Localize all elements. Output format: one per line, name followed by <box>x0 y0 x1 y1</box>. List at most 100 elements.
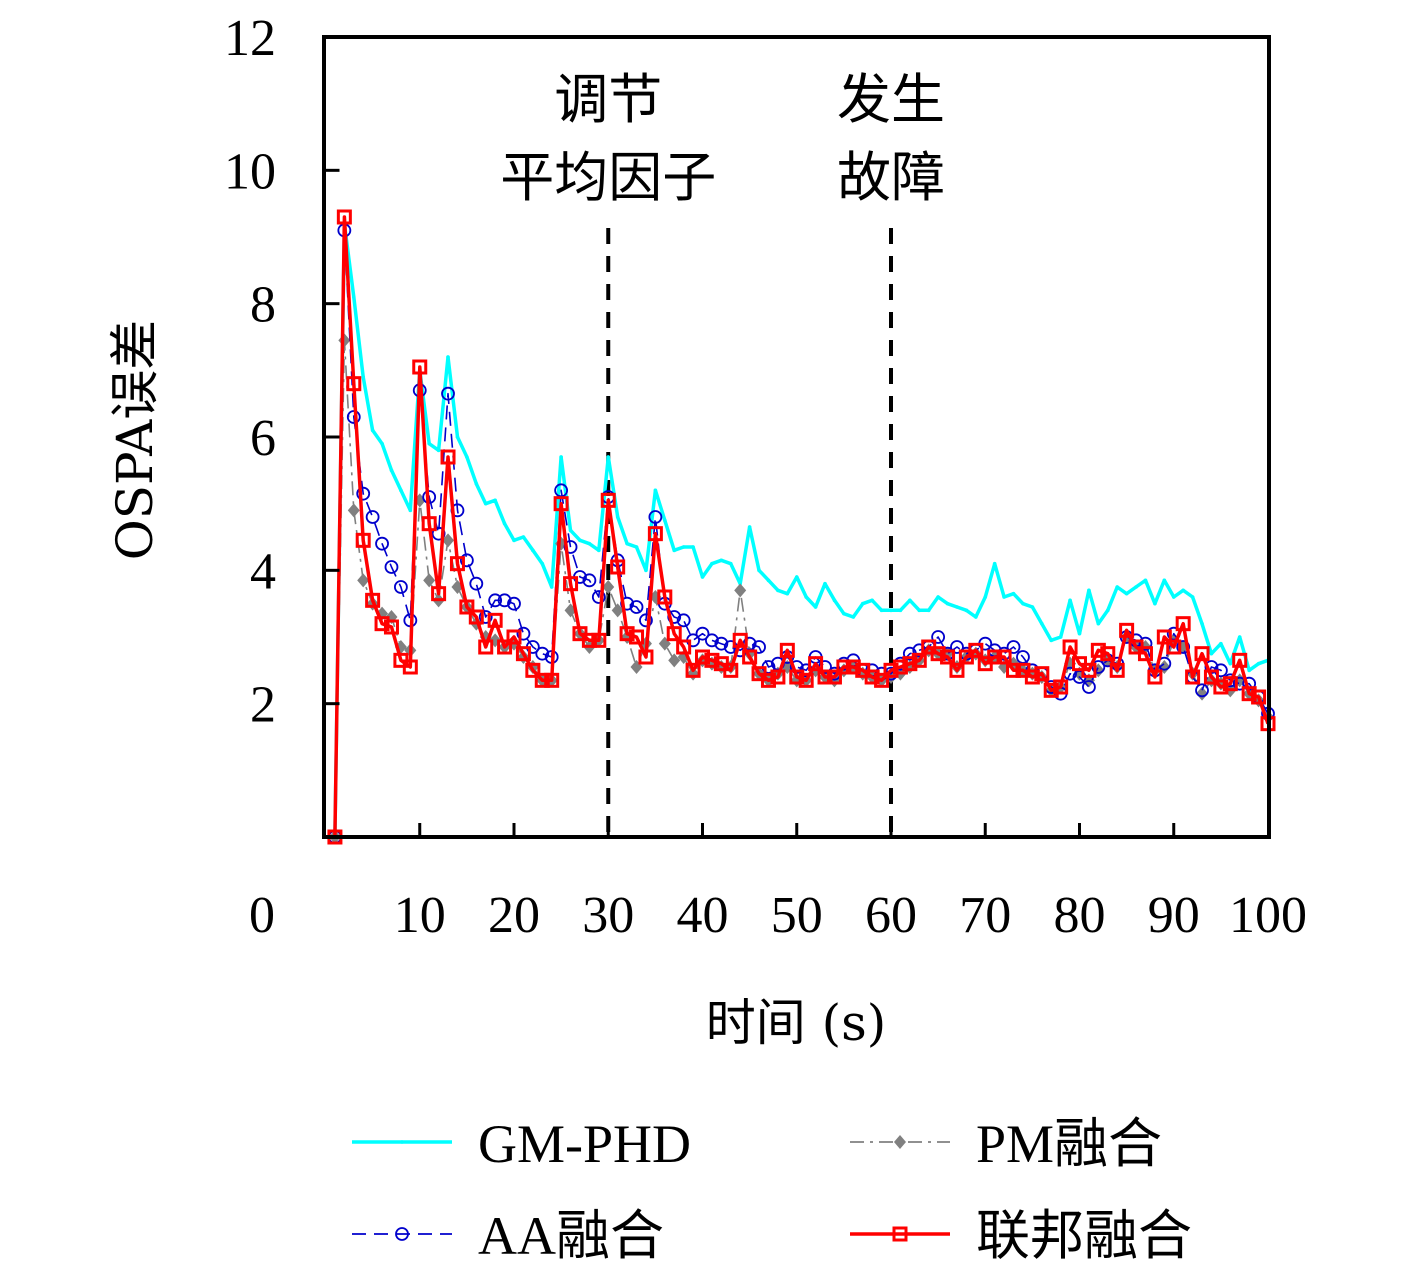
legend-marker <box>395 1227 409 1241</box>
data-point <box>949 662 965 678</box>
data-point <box>842 611 846 616</box>
data-point <box>930 646 946 662</box>
data-point <box>610 559 626 575</box>
data-point <box>638 649 654 665</box>
data-point <box>1190 595 1195 599</box>
data-point <box>619 626 635 642</box>
data-point <box>361 375 366 379</box>
legend-label: GM-PHD <box>478 1114 691 1174</box>
data-point <box>813 605 818 609</box>
data-point <box>996 649 1012 665</box>
data-point <box>723 662 739 678</box>
data-point <box>1119 622 1135 638</box>
data-point <box>540 561 545 566</box>
data-point <box>1011 591 1016 596</box>
data-point <box>668 653 681 668</box>
data-point <box>446 355 450 359</box>
annotation-text: 故障 <box>837 146 945 209</box>
series-line <box>333 215 1270 838</box>
y-tick-label: 4 <box>250 543 276 600</box>
data-point <box>356 486 371 501</box>
data-point <box>644 568 648 573</box>
x-tick-label: 90 <box>1148 887 1200 944</box>
data-point <box>512 538 516 543</box>
data-point <box>370 428 375 433</box>
data-point <box>728 561 733 566</box>
data-point <box>1162 578 1167 583</box>
data-point <box>685 662 701 678</box>
data-point <box>770 669 786 685</box>
data-point <box>1096 621 1101 626</box>
x-tick-label: 40 <box>677 887 729 944</box>
x-tick-label: 70 <box>959 887 1011 944</box>
data-point <box>507 596 521 611</box>
data-point <box>732 632 748 648</box>
data-point <box>544 672 560 688</box>
annotation-text: 平均因子 <box>500 146 716 209</box>
data-point <box>431 526 446 541</box>
data-point <box>940 649 956 665</box>
data-point <box>521 535 526 539</box>
data-point <box>785 591 790 596</box>
data-point <box>606 455 611 459</box>
data-point <box>1200 621 1204 626</box>
data-point <box>955 605 959 609</box>
data-point <box>427 441 431 446</box>
data-point <box>734 583 747 598</box>
data-point <box>365 510 380 524</box>
data-point <box>987 649 1003 665</box>
data-point <box>902 656 918 672</box>
data-point <box>506 629 522 645</box>
data-point <box>1087 588 1091 593</box>
data-point <box>676 613 691 628</box>
data-point <box>1194 646 1210 662</box>
data-point <box>747 525 752 529</box>
data-point <box>936 595 940 599</box>
data-point <box>587 541 592 546</box>
data-point <box>851 615 856 619</box>
data-point <box>931 630 946 644</box>
y-axis-label: OSPA误差 <box>106 320 164 560</box>
data-point <box>399 488 403 493</box>
data-point <box>945 601 950 606</box>
data-point <box>766 578 771 583</box>
y-tick-label: 10 <box>224 143 276 200</box>
data-point <box>346 376 362 392</box>
y-tick-label: 2 <box>250 677 276 734</box>
data-point <box>336 209 352 225</box>
data-point <box>1090 642 1106 658</box>
data-point <box>1058 635 1063 639</box>
data-point <box>719 558 724 563</box>
data-point <box>1077 631 1082 636</box>
y-tick-label: 12 <box>224 10 276 67</box>
data-point <box>804 595 808 599</box>
data-point <box>1002 595 1006 599</box>
data-point <box>1247 668 1251 673</box>
x-tick-label: 0 <box>249 887 275 944</box>
data-point <box>412 359 428 375</box>
data-point <box>497 593 512 608</box>
data-point <box>474 481 479 486</box>
data-point <box>629 600 644 614</box>
data-point <box>1006 662 1022 678</box>
data-point <box>1219 641 1223 646</box>
data-point <box>898 608 903 613</box>
data-point <box>968 642 984 658</box>
data-point <box>639 613 653 628</box>
data-point <box>365 592 381 608</box>
data-point <box>1147 669 1163 685</box>
data-point <box>700 575 705 579</box>
data-point <box>870 598 874 603</box>
data-point <box>974 615 978 619</box>
data-point <box>488 593 503 608</box>
data-point <box>423 573 436 588</box>
data-point <box>516 626 531 641</box>
data-point <box>597 548 601 553</box>
data-point <box>1062 639 1078 655</box>
data-point <box>1209 651 1214 656</box>
data-point <box>695 626 710 641</box>
data-point <box>1030 605 1035 609</box>
data-point <box>883 662 899 678</box>
